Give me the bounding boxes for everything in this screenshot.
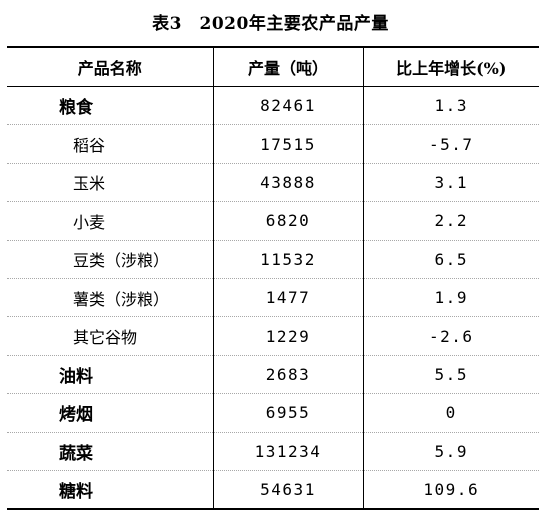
row-growth: 2.2 xyxy=(362,201,539,241)
row-output: 11532 xyxy=(212,240,363,279)
row-output: 1229 xyxy=(212,316,363,356)
row-growth: 6.5 xyxy=(362,240,539,279)
row-product-name: 豆类（涉粮） xyxy=(7,240,213,279)
row-output: 2683 xyxy=(212,355,363,395)
row-growth: 5.5 xyxy=(362,355,539,395)
row-output: 6820 xyxy=(212,201,363,241)
table-row: 粮食 82461 1.3 xyxy=(7,86,539,126)
row-product-name: 玉米 xyxy=(7,163,213,203)
row-product-name: 小麦 xyxy=(7,201,213,241)
table-row: 豆类（涉粮） 11532 6.5 xyxy=(7,240,539,279)
table-row: 蔬菜 131234 5.9 xyxy=(7,432,539,471)
table-row: 其它谷物 1229 -2.6 xyxy=(7,316,539,356)
table-row: 烤烟 6955 0 xyxy=(7,393,539,433)
table-title: 表3 2020年主要农产品产量 xyxy=(152,14,389,34)
row-product-name: 其它谷物 xyxy=(7,316,213,356)
row-growth: 5.9 xyxy=(362,432,539,471)
table-row: 小麦 6820 2.2 xyxy=(7,201,539,241)
row-growth: -5.7 xyxy=(362,124,539,164)
header-output: 产量（吨） xyxy=(212,46,363,87)
header-row: 产品名称 产量（吨） 比上年增长(%) xyxy=(7,46,539,87)
table-row: 薯类（涉粮） 1477 1.9 xyxy=(7,278,539,318)
row-growth: -2.6 xyxy=(362,316,539,356)
row-output: 6955 xyxy=(212,393,363,433)
table-row: 油料 2683 5.5 xyxy=(7,355,539,395)
production-table: 产品名称 产量（吨） 比上年增长(%) 粮食 82461 1.3 稻谷 1751… xyxy=(7,46,539,510)
row-product-name: 糖料 xyxy=(7,470,213,510)
table-row: 稻谷 17515 -5.7 xyxy=(7,124,539,164)
row-output: 131234 xyxy=(212,432,363,471)
row-product-name: 烤烟 xyxy=(7,393,213,433)
row-product-name: 油料 xyxy=(7,355,213,395)
row-product-name: 蔬菜 xyxy=(7,432,213,471)
row-output: 17515 xyxy=(212,124,363,164)
row-growth: 0 xyxy=(362,393,539,433)
row-growth: 1.3 xyxy=(362,86,539,126)
row-product-name: 粮食 xyxy=(7,86,213,126)
row-output: 43888 xyxy=(212,163,363,203)
header-product-name: 产品名称 xyxy=(7,46,213,87)
row-output: 82461 xyxy=(212,86,363,126)
table-row: 糖料 54631 109.6 xyxy=(7,470,539,510)
row-product-name: 稻谷 xyxy=(7,124,213,164)
row-growth: 109.6 xyxy=(362,470,539,510)
row-output: 1477 xyxy=(212,278,363,318)
row-growth: 1.9 xyxy=(362,278,539,318)
table-row: 玉米 43888 3.1 xyxy=(7,163,539,203)
row-output: 54631 xyxy=(212,470,363,510)
header-growth: 比上年增长(%) xyxy=(362,46,539,87)
row-growth: 3.1 xyxy=(362,163,539,203)
row-product-name: 薯类（涉粮） xyxy=(7,278,213,318)
